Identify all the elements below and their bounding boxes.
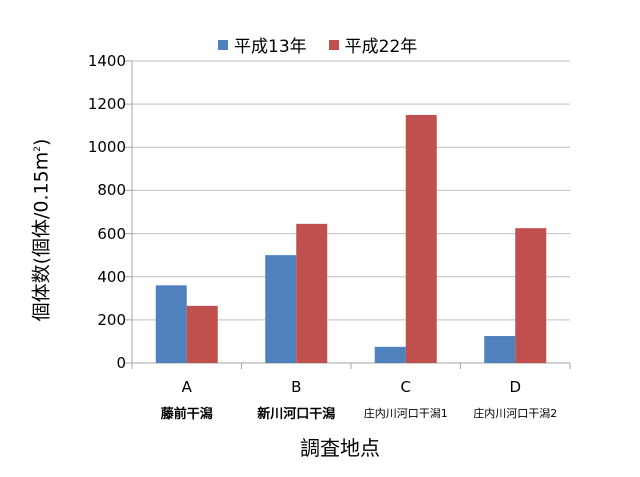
legend: 平成13年 平成22年 bbox=[218, 32, 439, 57]
x-category-letter: C bbox=[400, 378, 411, 396]
bar-B-series-2 bbox=[296, 223, 328, 363]
y-axis-title-main: 個体数(個体/0.15m bbox=[30, 151, 53, 322]
legend-label: 平成13年 bbox=[234, 37, 307, 57]
x-category-letter: D bbox=[509, 378, 522, 396]
x-category-name: 藤前干潟 bbox=[160, 407, 213, 422]
bar-A-series-2 bbox=[186, 305, 218, 363]
x-category-letter: B bbox=[291, 378, 302, 396]
y-tick-label: 400 bbox=[97, 267, 126, 286]
y-axis-title-close: ) bbox=[30, 138, 53, 147]
bar-D-series-1 bbox=[484, 336, 516, 363]
y-tick-label: 200 bbox=[97, 310, 126, 329]
legend-swatch-red bbox=[328, 39, 339, 50]
y-tick-label: 0 bbox=[116, 354, 126, 372]
x-category-letter: A bbox=[181, 378, 192, 396]
legend-item-series-2: 平成22年 bbox=[328, 32, 418, 57]
bar-C-series-2 bbox=[405, 114, 437, 363]
y-tick-label: 800 bbox=[97, 181, 126, 200]
legend-label: 平成22年 bbox=[344, 37, 418, 57]
y-tick-label: 1400 bbox=[87, 52, 126, 70]
y-tick-label: 600 bbox=[97, 224, 126, 243]
x-category-name: 庄内川河口干潟2 bbox=[473, 407, 558, 420]
y-tick-label: 1000 bbox=[87, 138, 126, 157]
x-category-name: 新川河口干潟 bbox=[257, 407, 336, 422]
x-category-name: 庄内川河口干潟1 bbox=[363, 407, 448, 420]
bar-C-series-1 bbox=[374, 346, 406, 363]
bar-D-series-2 bbox=[515, 228, 547, 363]
y-tick-label: 1200 bbox=[87, 95, 126, 114]
legend-swatch-blue bbox=[218, 39, 228, 50]
bar-A-series-1 bbox=[155, 285, 187, 363]
y-axis-title-sup: 2 bbox=[33, 146, 44, 152]
bar-B-series-1 bbox=[265, 255, 297, 363]
y-axis-title: 個体数(個体/0.15m2) bbox=[27, 139, 54, 322]
legend-item-series-1: 平成13年 bbox=[218, 32, 307, 57]
x-axis-title: 調査地点 bbox=[300, 436, 380, 460]
